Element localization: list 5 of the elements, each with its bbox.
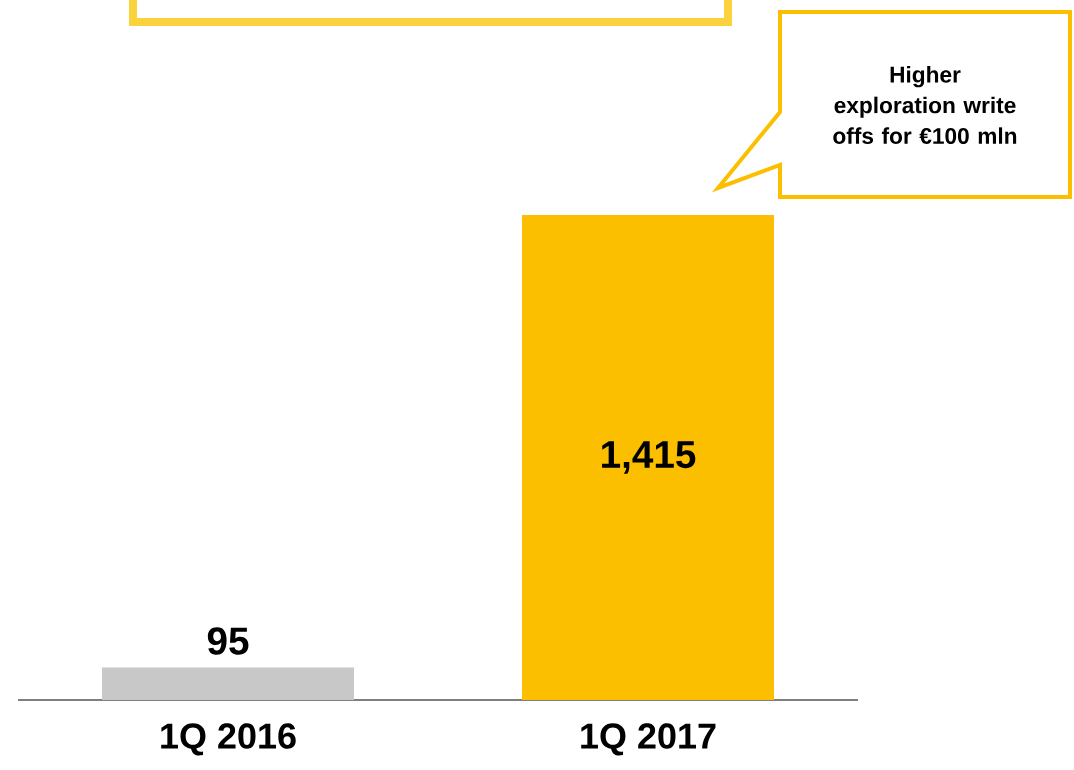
data-label: 1,415 xyxy=(602,441,696,474)
x-tick-label: 1Q 2016 xyxy=(161,723,296,756)
x-tick-label: 1Q 2017 xyxy=(581,723,716,756)
text: Higher exploration write offs for €100 mln xyxy=(833,66,1017,144)
data-label: 95 xyxy=(207,627,249,655)
